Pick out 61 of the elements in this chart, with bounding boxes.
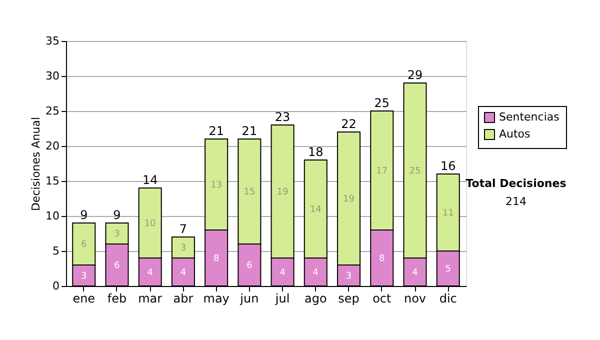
- total-label: 9: [80, 208, 88, 222]
- y-axis-title: Decisiones Anual: [30, 116, 43, 212]
- x-tick-label: may: [203, 292, 230, 306]
- total-label: 23: [274, 110, 290, 124]
- y-tick-label: 25: [46, 104, 60, 118]
- y-tick-label: 30: [46, 70, 60, 82]
- x-tick-label: jul: [274, 292, 290, 306]
- data-label: 19: [343, 194, 355, 204]
- data-label: 15: [244, 188, 256, 198]
- x-tick-label: abr: [173, 292, 194, 306]
- data-label: 8: [213, 254, 220, 264]
- data-label: 3: [180, 244, 186, 254]
- data-label: 11: [442, 208, 454, 218]
- data-label: 6: [114, 261, 120, 271]
- data-label: 10: [144, 219, 156, 229]
- x-tick-label: jun: [239, 292, 259, 306]
- x-tick-label: sep: [338, 292, 360, 306]
- x-tick-label: ene: [72, 292, 96, 306]
- annotation: Total Decisiones: [466, 177, 567, 190]
- total-label: 25: [374, 96, 390, 110]
- data-label: 6: [246, 261, 253, 271]
- data-label: 6: [81, 240, 88, 250]
- total-label: 7: [179, 222, 188, 236]
- x-tick-label: dic: [439, 292, 457, 306]
- legend-label: Autos: [499, 128, 531, 140]
- total-label: 29: [407, 68, 423, 82]
- y-tick-label: 20: [46, 140, 60, 152]
- data-label: 4: [412, 268, 418, 278]
- data-label: 25: [409, 166, 421, 176]
- total-label: 22: [341, 117, 356, 131]
- data-label: 3: [346, 272, 352, 282]
- data-label: 13: [210, 180, 222, 190]
- data-label: 14: [310, 205, 322, 215]
- data-label: 8: [379, 254, 386, 264]
- total-label: 16: [440, 159, 456, 173]
- data-label: 17: [376, 166, 388, 176]
- x-tick-label: feb: [107, 292, 127, 306]
- data-label: 4: [147, 268, 154, 278]
- x-tick-label: nov: [404, 292, 426, 306]
- total-label: 9: [113, 208, 121, 222]
- total-label: 14: [142, 173, 158, 187]
- total-label: 21: [242, 124, 258, 138]
- total-label: 18: [308, 145, 324, 159]
- total-label: 21: [208, 124, 224, 138]
- y-tick-label: 5: [52, 244, 60, 258]
- y-tick-label: 0: [52, 280, 60, 292]
- data-label: 4: [280, 268, 286, 278]
- text: 214: [506, 195, 526, 208]
- x-tick-label: ago: [304, 292, 327, 306]
- data-label: 3: [114, 230, 120, 240]
- x-tick-label: mar: [138, 292, 162, 306]
- y-tick-label: 15: [46, 174, 60, 188]
- x-tick-label: oct: [372, 292, 392, 306]
- data-label: 4: [312, 268, 319, 278]
- data-label: 19: [276, 188, 289, 198]
- data-label: 4: [180, 268, 186, 278]
- data-label: 5: [445, 264, 451, 274]
- data-label: 3: [81, 272, 87, 282]
- y-tick-label: 10: [46, 210, 60, 222]
- legend-label: Sentencias: [499, 110, 560, 124]
- y-tick-label: 35: [46, 34, 60, 48]
